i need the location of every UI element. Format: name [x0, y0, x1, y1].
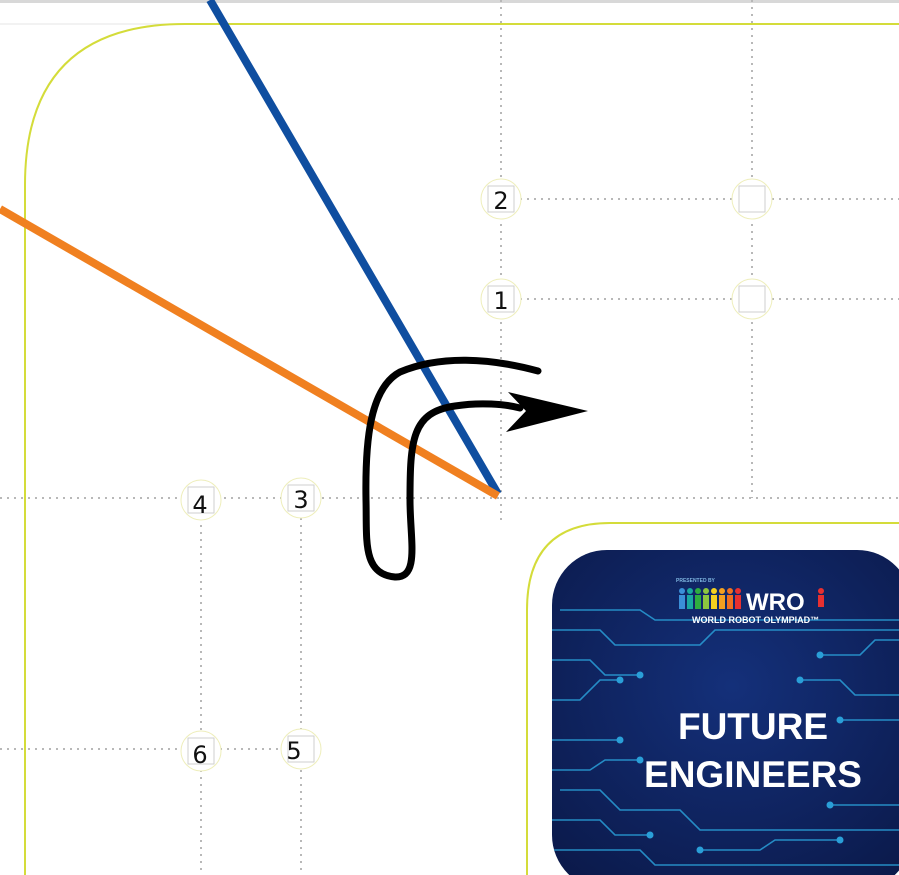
people-icon	[679, 588, 824, 609]
marker-group: 2 1 4 3	[180, 178, 773, 772]
marker-2-label: 2	[493, 187, 508, 215]
presented-by-text: PRESENTED BY	[676, 578, 716, 584]
marker-empty-a	[731, 178, 773, 220]
marker-6: 6	[180, 730, 222, 772]
panel-title-line2: ENGINEERS	[644, 754, 862, 795]
blue-line	[206, 0, 502, 497]
panel-title-line1: FUTURE	[678, 706, 828, 747]
wro-subtitle-text: WORLD ROBOT OLYMPIAD™	[692, 615, 819, 625]
marker-1: 1	[480, 278, 522, 320]
wro-logo: PRESENTED BY	[676, 578, 824, 625]
top-edge	[0, 0, 899, 3]
future-engineers-panel: PRESENTED BY	[552, 550, 899, 875]
marker-5-label: 5	[286, 737, 301, 765]
marker-empty-b	[731, 278, 773, 320]
marker-2: 2	[480, 178, 522, 220]
turn-arrow-icon	[362, 356, 588, 581]
orange-line	[0, 205, 500, 500]
wro-brand-text: WRO	[746, 589, 805, 616]
marker-4: 4	[180, 479, 222, 521]
circuit-nodes	[616, 651, 844, 854]
track-boundary	[24, 23, 899, 875]
marker-3-label: 3	[293, 486, 308, 514]
marker-1-label: 1	[493, 287, 508, 315]
marker-3: 3	[280, 477, 322, 519]
circuit-pattern	[552, 609, 899, 866]
marker-4-label: 4	[192, 491, 207, 519]
marker-6-label: 6	[192, 741, 207, 769]
marker-5: 5	[280, 728, 322, 770]
